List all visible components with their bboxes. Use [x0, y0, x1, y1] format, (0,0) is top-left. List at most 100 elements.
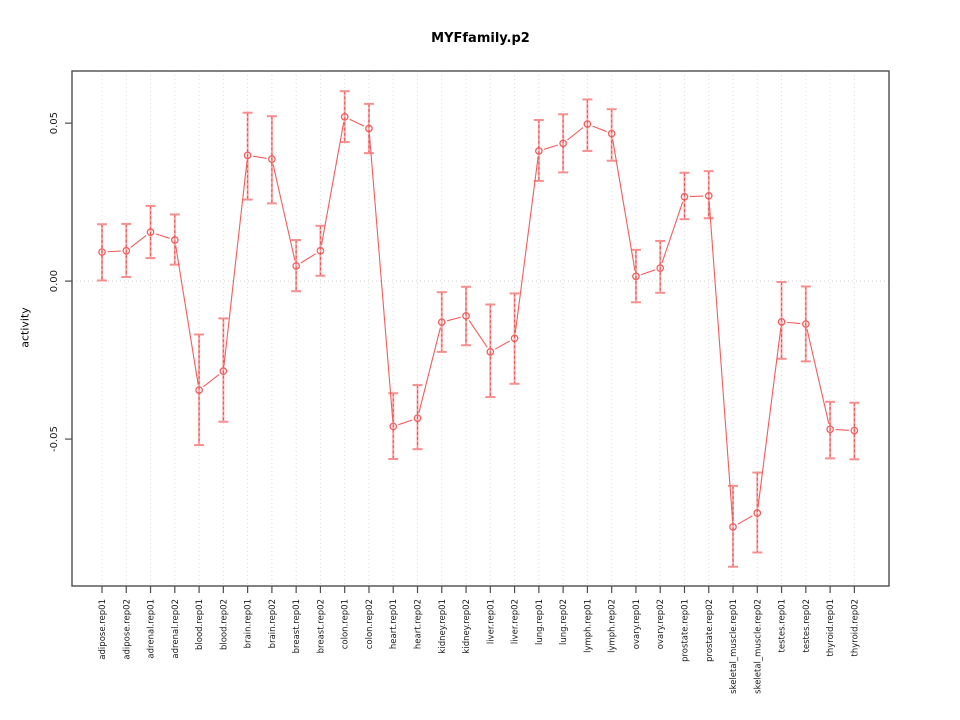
- x-tick-label: brain.rep01: [244, 599, 254, 648]
- data-point-marker: [486, 348, 495, 356]
- data-point-marker: [365, 124, 373, 133]
- series-segment: [398, 419, 413, 426]
- data-point-marker: [753, 509, 762, 517]
- series-segment: [175, 245, 199, 385]
- series-segment: [612, 138, 636, 272]
- data-point-marker: [656, 264, 665, 273]
- series-segment: [640, 269, 656, 276]
- x-tick-label: adipose.rep01: [98, 599, 108, 660]
- series-segment: [514, 156, 539, 333]
- chart-title: MYFfamily.p2: [431, 31, 530, 46]
- data-point-marker: [389, 422, 398, 431]
- x-tick-label: heart.rep02: [414, 599, 424, 649]
- data-point-marker: [219, 367, 228, 376]
- series-segment: [252, 155, 267, 159]
- x-tick-label: adrenal.rep02: [171, 599, 181, 659]
- x-tick-label: prostate.rep02: [705, 599, 715, 662]
- x-tick-label: breast.rep01: [292, 599, 302, 653]
- series-segment: [661, 201, 684, 264]
- x-tick-label: breast.rep02: [316, 599, 326, 653]
- x-tick-label: lymph.rep01: [583, 599, 593, 653]
- series-segment: [320, 122, 345, 246]
- data-point-marker: [729, 523, 737, 531]
- data-point-marker: [535, 147, 543, 155]
- series-segment: [543, 144, 559, 150]
- x-tick-label: ovary.rep02: [656, 599, 666, 649]
- data-point-marker: [243, 151, 252, 160]
- data-point-marker: [413, 414, 422, 423]
- series-segment: [418, 327, 441, 414]
- data-point-marker: [510, 334, 519, 343]
- x-tick-label: lymph.rep02: [608, 599, 618, 653]
- x-tick-label: kidney.rep01: [438, 599, 448, 654]
- series-segment: [130, 235, 147, 248]
- x-tick-label: liver.rep02: [511, 599, 521, 644]
- data-point-marker: [801, 320, 810, 328]
- series-segment: [272, 164, 296, 261]
- data-point-marker: [632, 272, 640, 281]
- data-point-marker: [268, 155, 276, 164]
- series-segment: [757, 327, 782, 508]
- data-point-marker: [680, 192, 689, 201]
- data-point-marker: [170, 236, 179, 244]
- x-tick-label: kidney.rep02: [462, 599, 472, 654]
- data-point-marker: [607, 129, 616, 138]
- series-segment: [786, 321, 801, 325]
- x-tick-label: brain.rep02: [268, 599, 278, 648]
- x-tick-label: liver.rep01: [486, 599, 496, 644]
- series-segment: [737, 515, 753, 525]
- data-point-marker: [462, 312, 470, 320]
- series-segment: [300, 253, 317, 264]
- series-segment: [349, 118, 365, 127]
- data-point-marker: [850, 426, 859, 435]
- data-point-marker: [826, 425, 834, 434]
- series-segment: [368, 133, 394, 422]
- series-segment: [567, 127, 584, 141]
- series-segment: [689, 195, 704, 198]
- series-segment: [835, 429, 849, 431]
- x-tick-label: colon.rep01: [341, 599, 351, 649]
- plot-border: [71, 70, 890, 587]
- x-tick-label: heart.rep01: [389, 599, 399, 649]
- x-tick-label: skeletal_muscle.rep02: [753, 599, 763, 694]
- x-tick-label: testes.rep02: [802, 599, 812, 652]
- y-tick-label: 0.00: [49, 270, 60, 292]
- series-segment: [107, 250, 121, 253]
- x-tick-label: adrenal.rep01: [147, 599, 157, 659]
- data-point-marker: [583, 120, 592, 128]
- data-point-marker: [122, 246, 131, 255]
- x-tick-label: blood.rep02: [219, 599, 229, 650]
- series-segment: [446, 316, 461, 322]
- data-point-marker: [704, 191, 713, 200]
- x-tick-label: colon.rep02: [365, 599, 375, 649]
- data-point-marker: [98, 248, 106, 256]
- series-segment: [708, 201, 734, 522]
- x-tick-label: adipose.rep02: [122, 599, 132, 660]
- x-tick-label: ovary.rep01: [632, 599, 642, 649]
- x-tick-label: testes.rep01: [778, 599, 788, 652]
- series-segment: [468, 320, 488, 348]
- data-point-marker: [195, 386, 203, 394]
- y-tick-label: -0.05: [49, 426, 60, 452]
- data-point-marker: [292, 262, 301, 270]
- x-tick-label: prostate.rep01: [680, 599, 690, 662]
- series-segment: [155, 233, 170, 239]
- data-point-marker: [559, 139, 567, 148]
- series-segment: [806, 329, 830, 425]
- x-tick-label: thyroid.rep02: [850, 599, 860, 656]
- x-tick-label: lung.rep01: [535, 599, 545, 645]
- x-tick-label: thyroid.rep01: [826, 599, 836, 656]
- x-tick-label: blood.rep01: [195, 599, 205, 650]
- x-tick-label: lung.rep02: [559, 599, 569, 645]
- series-segment: [223, 160, 248, 366]
- y-tick-label: 0.05: [49, 112, 60, 134]
- data-point-marker: [146, 228, 155, 236]
- x-tick-label: skeletal_muscle.rep01: [729, 599, 739, 694]
- data-point-marker: [437, 318, 446, 327]
- series-segment: [494, 340, 511, 350]
- series-segment: [592, 125, 607, 133]
- data-point-marker: [316, 246, 325, 255]
- series-segment: [203, 374, 220, 388]
